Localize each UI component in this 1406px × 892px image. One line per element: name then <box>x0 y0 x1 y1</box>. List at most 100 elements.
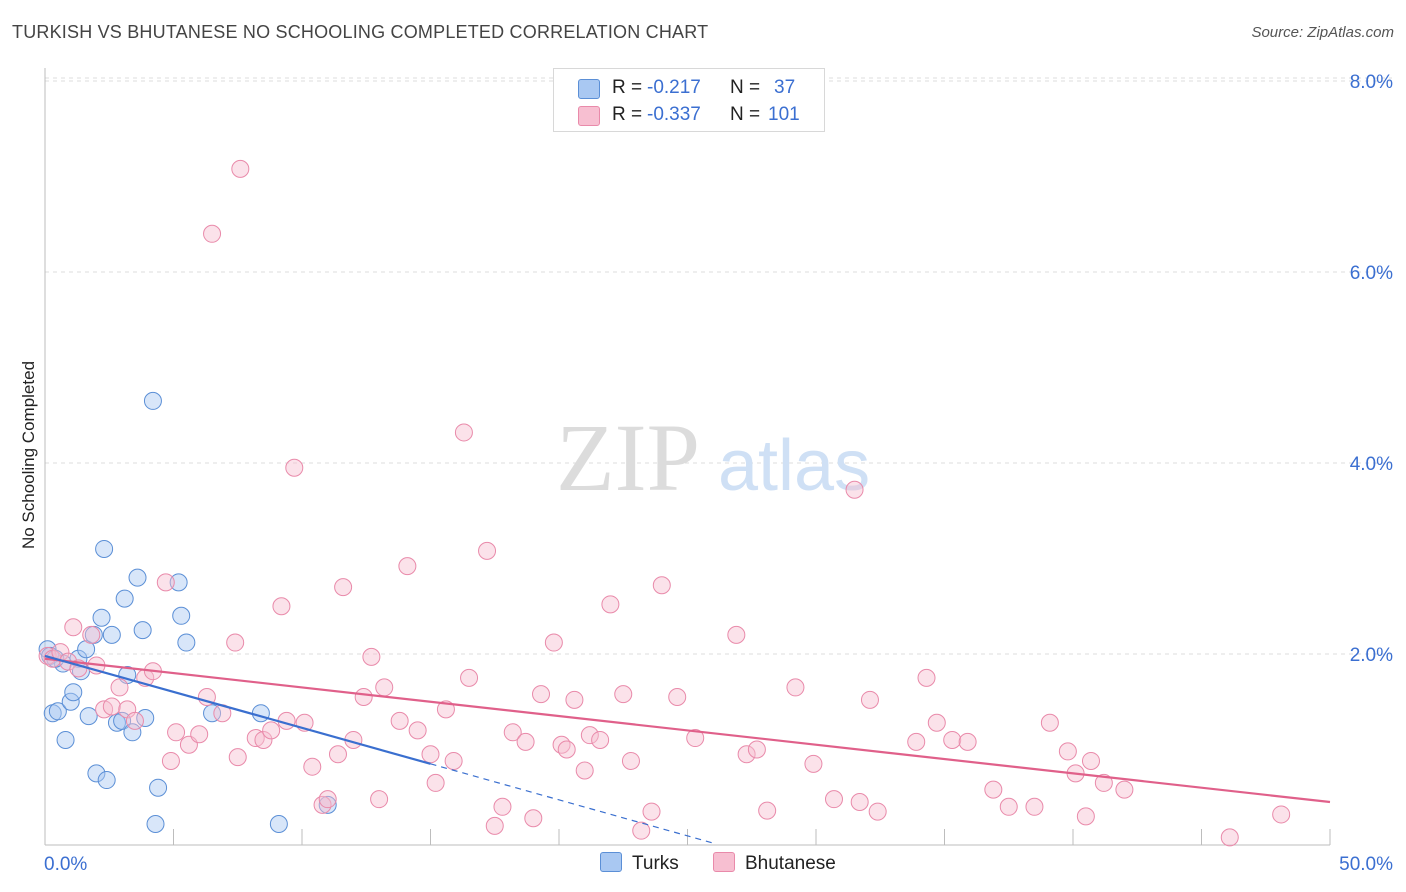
legend-item-bhutanese: Bhutanese <box>713 852 836 878</box>
bhutanese-point <box>984 780 1003 799</box>
bhutanese-point <box>503 723 522 742</box>
bhutanese-point <box>313 795 332 814</box>
watermark-zip: ZIP <box>556 404 700 511</box>
bhutanese-point <box>370 790 389 809</box>
turks-point <box>136 708 155 727</box>
bhutanese-point <box>575 761 594 780</box>
y-tick-labels: 2.0% 4.0% 6.0% 8.0% <box>1350 72 1393 666</box>
bhutanese-point <box>454 423 473 442</box>
y-tick-label: 8.0% <box>1350 72 1393 93</box>
bhutanese-point <box>999 797 1018 816</box>
bhutanese-point <box>493 797 512 816</box>
bhutanese-point <box>285 458 304 477</box>
bhutanese-point <box>167 723 186 742</box>
bhutanese-point <box>362 647 381 666</box>
turks-r-value: -0.217 <box>647 77 701 98</box>
turks-point <box>48 702 67 721</box>
bhutanese-series <box>38 159 1291 847</box>
turks-point <box>95 539 114 558</box>
bhutanese-point <box>642 802 661 821</box>
bhutanese-legend-label: Bhutanese <box>745 853 836 874</box>
bhutanese-point <box>82 625 101 644</box>
bhutanese-point <box>1040 713 1059 732</box>
bhutanese-point <box>845 480 864 499</box>
turks-point <box>64 683 83 702</box>
bhutanese-point <box>591 730 610 749</box>
turks-point <box>172 606 191 625</box>
bhutanese-point <box>601 595 620 614</box>
bhutanese-legend-swatch <box>713 852 735 872</box>
bhutanese-point <box>824 790 843 809</box>
turks-point <box>318 795 337 814</box>
turks-point <box>146 814 165 833</box>
bhutanese-point <box>1058 742 1077 761</box>
turks-point <box>128 568 147 587</box>
bhutanese-point <box>1094 773 1113 792</box>
bhutanese-point <box>737 745 756 764</box>
bhutanese-point <box>254 730 273 749</box>
turks-point <box>77 640 96 659</box>
turks-legend-swatch <box>600 852 622 872</box>
bhutanese-point <box>398 557 417 576</box>
bhutanese-point <box>747 740 766 759</box>
turks-point <box>177 633 196 652</box>
y-tick-label: 6.0% <box>1350 263 1393 284</box>
bhutanese-point <box>1076 807 1095 826</box>
bhutanese-point <box>850 793 869 812</box>
bhutanese-point <box>958 732 977 751</box>
chart-title: TURKISH VS BHUTANESE NO SCHOOLING COMPLE… <box>12 22 709 42</box>
bhutanese-point <box>1115 780 1134 799</box>
bhutanese-point <box>1272 805 1291 824</box>
turks-point <box>87 764 106 783</box>
turks-point <box>115 589 134 608</box>
turks-point <box>143 391 162 410</box>
turks-point <box>149 778 168 797</box>
y-tick-label: 4.0% <box>1350 454 1393 475</box>
bhutanese-point <box>804 754 823 773</box>
turks-trendline-extension <box>430 763 714 844</box>
bhutanese-point <box>614 685 633 704</box>
bhutanese-point <box>860 690 879 709</box>
bhutanese-point <box>868 802 887 821</box>
turks-series <box>38 391 337 833</box>
bhutanese-point <box>580 726 599 745</box>
turks-point <box>102 625 121 644</box>
bhutanese-trendline <box>44 657 1331 804</box>
turks-point <box>56 730 75 749</box>
turks-r-label: R = <box>612 77 643 98</box>
bhutanese-point <box>228 748 247 767</box>
bhutanese-point <box>485 816 504 835</box>
bhutanese-r-label: R = <box>612 104 643 125</box>
turks-point <box>113 711 132 730</box>
bhutanese-point <box>318 790 337 809</box>
bhutanese-point <box>632 821 651 840</box>
bhutanese-point <box>943 730 962 749</box>
bhutanese-point <box>565 690 584 709</box>
bhutanese-point <box>786 678 805 697</box>
bhutanese-point <box>544 633 563 652</box>
bhutanese-point <box>727 625 746 644</box>
watermark: ZIP atlas <box>556 404 870 511</box>
source-label: Source: ZipAtlas.com <box>1251 24 1394 41</box>
bhutanese-point <box>125 711 144 730</box>
turks-point <box>123 723 142 742</box>
x-tick-label: 50.0% <box>1339 854 1393 875</box>
turks-point <box>169 573 188 592</box>
bhutanese-point <box>303 757 322 776</box>
bhutanese-point <box>190 725 209 744</box>
bhutanese-point <box>334 578 353 597</box>
watermark-atlas: atlas <box>718 426 870 506</box>
trendlines <box>44 654 1331 844</box>
bhutanese-point <box>64 618 83 637</box>
legend-row-turks: R = -0.217 N = 37 <box>554 75 824 103</box>
bhutanese-point <box>917 668 936 687</box>
turks-swatch <box>578 79 600 99</box>
bhutanese-point <box>460 668 479 687</box>
bhutanese-point <box>203 224 222 243</box>
bhutanese-point <box>532 685 551 704</box>
bhutanese-point <box>1025 797 1044 816</box>
bhutanese-point <box>1220 828 1239 847</box>
bhutanese-point <box>102 697 121 716</box>
turks-point <box>92 608 111 627</box>
bhutanese-point <box>354 687 373 706</box>
